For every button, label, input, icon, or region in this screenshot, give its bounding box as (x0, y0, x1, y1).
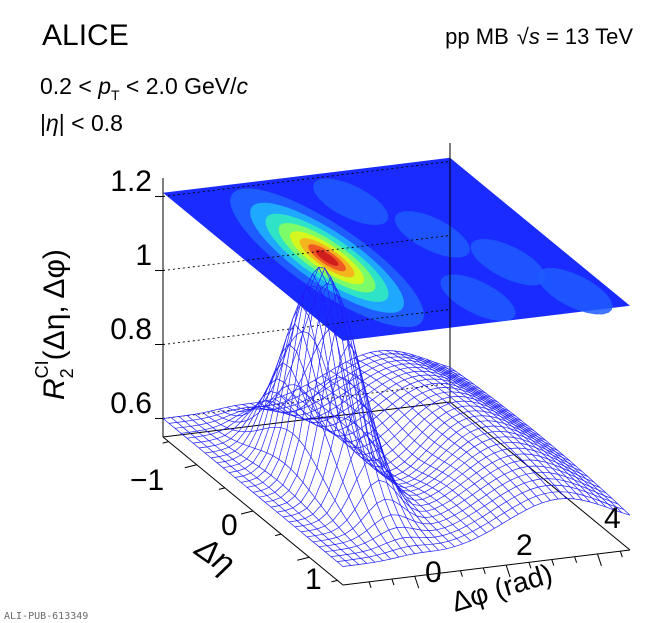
eta-cut-label: |η| < 0.8 (40, 110, 123, 136)
surface-phi-line (186, 415, 368, 564)
z-tick-label-0.8: 0.8 (110, 313, 152, 346)
surface-phi-line (274, 398, 455, 547)
surface-phi-line (162, 418, 344, 567)
energy-label: pp MB √s = 13 TeV (445, 24, 633, 49)
phi-tick (619, 551, 623, 558)
phi-tick (596, 553, 602, 567)
surface-phi-line (242, 283, 423, 553)
surface-phi-line (194, 413, 376, 563)
phi-tick (368, 581, 372, 588)
phi-tick (482, 567, 486, 575)
surface-phi-line (250, 326, 431, 552)
projection-blotch (537, 268, 613, 315)
right-floor-edge (449, 401, 631, 551)
surface-phi-line (362, 354, 543, 504)
phi-tick (505, 564, 511, 578)
top-projection-map (163, 157, 630, 341)
phi-tick (391, 578, 395, 586)
surface-phi-line (449, 366, 631, 516)
surface-phi-line (378, 350, 559, 500)
z-tick-label-0.6: 0.6 (110, 387, 152, 420)
surface-phi-line (417, 356, 599, 505)
eta-tick (275, 533, 282, 537)
back-floor-edge (162, 401, 451, 438)
surface-phi-line (298, 388, 479, 538)
projection-blotch (440, 274, 516, 321)
surface-phi-line (282, 395, 463, 545)
phi-tick (459, 570, 463, 577)
surface-phi-line (210, 384, 392, 560)
surface-phi-line (314, 380, 495, 529)
surface-phi-line (409, 353, 591, 503)
phi-tick-label-4: 4 (604, 502, 621, 535)
z-grid-line (162, 235, 451, 271)
phi-axis-line (342, 549, 631, 586)
eta-tick-label-minus1: −1 (130, 464, 164, 497)
projection-blotch (313, 178, 389, 225)
publication-id: ALI-PUB-613349 (4, 611, 88, 622)
surface-phi-line (202, 412, 384, 561)
eta-tick (162, 441, 169, 444)
phi-tick (528, 562, 532, 569)
surface-eta-line (186, 363, 475, 439)
surface-phi-line (322, 375, 503, 524)
z-axis-title: R2CI(Δη, Δφ) (32, 249, 77, 400)
projection-contour (315, 249, 339, 266)
system-label: pp MB (445, 24, 509, 49)
eta-tick-label-1: 1 (305, 563, 322, 596)
z-tick-label-1: 1 (135, 239, 152, 272)
surface-phi-line (433, 361, 615, 511)
surface-phi-line (178, 416, 360, 565)
sqrt-symbol: √ (517, 24, 530, 49)
z-grid-line (162, 383, 451, 419)
surface-phi-line (226, 285, 408, 556)
phi-tick (414, 576, 420, 589)
surface-phi-line (258, 377, 439, 551)
pt-cut-label: 0.2 < pT < 2.0 GeV/c (40, 73, 249, 103)
axis-ticks (155, 196, 623, 589)
surface-phi-line (370, 352, 551, 501)
surface-phi-line (338, 365, 519, 515)
phi-axis-title: Δφ (rad) (448, 558, 556, 618)
projection-blotch (394, 211, 470, 258)
axis-frame (162, 143, 631, 586)
energy-variable: s (529, 24, 540, 49)
eta-tick (297, 556, 310, 561)
eta-tick (184, 464, 197, 469)
surface-phi-line (290, 392, 471, 541)
surface-phi-line (441, 364, 623, 513)
eta-tick (240, 510, 254, 515)
experiment-label: ALICE (42, 19, 129, 52)
surface-phi-line (234, 266, 415, 554)
eta-tick (218, 487, 225, 490)
z-tick-label-1.2: 1.2 (110, 165, 152, 198)
surface-phi-line (354, 357, 535, 507)
eta-tick (331, 579, 338, 583)
surface-phi-line (394, 350, 575, 500)
phi-tick (551, 559, 555, 566)
surface-phi-line (402, 351, 583, 501)
eta-tick-label-0: 0 (221, 509, 238, 542)
surface-phi-line (386, 350, 567, 499)
phi-tick-label-0: 0 (425, 556, 442, 589)
z-grid-line (162, 161, 451, 197)
phi-tick-label-2: 2 (516, 529, 533, 562)
wireframe-surface (162, 266, 631, 567)
surface-phi-line (306, 384, 487, 534)
projection-blotch (470, 239, 546, 286)
surface-phi-line (330, 370, 511, 520)
surface-phi-line (346, 361, 527, 511)
surface-phi-line (425, 358, 607, 508)
surface-phi-line (170, 417, 352, 566)
z-grid-line (162, 309, 451, 345)
phi-tick (574, 556, 578, 563)
energy-value: = 13 TeV (540, 24, 633, 49)
surface-phi-line (218, 330, 400, 558)
phi-tick (437, 573, 441, 580)
